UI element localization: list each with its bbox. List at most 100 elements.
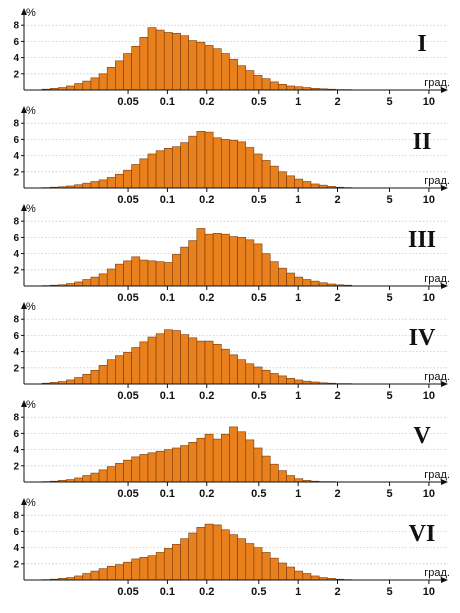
histogram-bar [278, 563, 286, 580]
x-tick-label: 2 [334, 390, 340, 402]
x-tick-label: 0.2 [199, 292, 214, 304]
histogram-bar [303, 280, 311, 286]
histogram-bar [197, 131, 205, 188]
histogram-bar [229, 427, 237, 482]
histogram-bar [91, 78, 99, 90]
histogram-bar [148, 154, 156, 188]
y-axis-unit-label: % [26, 203, 36, 215]
x-tick-label: 1 [295, 96, 301, 108]
x-tick-label: 0.1 [160, 390, 175, 402]
histogram-bar [270, 464, 278, 482]
histogram-bar [181, 36, 189, 90]
histogram-bar [254, 75, 262, 90]
y-tick-label: 6 [13, 331, 19, 342]
x-tick-label: 1 [295, 488, 301, 500]
histogram-bar [189, 338, 197, 384]
histogram-bar [107, 566, 115, 580]
histogram-bar [99, 274, 107, 286]
x-tick-label: 10 [423, 488, 435, 500]
panel-label: V [413, 423, 431, 449]
histogram-bar [311, 281, 319, 286]
x-tick-label: 0.05 [117, 292, 138, 304]
histogram-bar [295, 380, 303, 384]
histogram-bar [75, 282, 83, 286]
x-tick-label: 1 [295, 586, 301, 598]
y-tick-label: 6 [13, 527, 19, 538]
histogram-bar [287, 378, 295, 384]
histogram-bar [189, 41, 197, 90]
histogram-bar [172, 33, 180, 90]
histogram-bar [311, 576, 319, 580]
histogram-bar [172, 544, 180, 580]
histogram-bar [270, 82, 278, 90]
histogram-bar [197, 42, 205, 90]
histogram-bar [189, 442, 197, 482]
histogram-bar [278, 376, 286, 384]
histogram-bar [140, 557, 148, 580]
panel-label: III [408, 227, 436, 253]
x-axis-unit-label: град. [424, 77, 450, 89]
x-tick-label: 5 [386, 586, 392, 598]
histogram-bar [278, 471, 286, 482]
histogram-bar [205, 434, 213, 482]
histogram-bar [270, 166, 278, 188]
histogram-bar [311, 184, 319, 188]
histogram-bar [132, 257, 140, 286]
histogram-bar [107, 467, 115, 482]
histogram-bar [172, 331, 180, 384]
panel-label: II [413, 129, 432, 155]
histogram-bar [262, 552, 270, 580]
histogram-bar [189, 136, 197, 188]
x-axis-unit-label: град. [424, 371, 450, 383]
x-tick-label: 2 [334, 96, 340, 108]
histogram-bar [189, 533, 197, 580]
histogram-bar [124, 54, 132, 90]
x-tick-label: 0.05 [117, 194, 138, 206]
histogram-bar [262, 370, 270, 384]
histogram-bar [205, 524, 213, 580]
histogram-bar [221, 139, 229, 188]
histogram-bar [270, 262, 278, 286]
x-tick-label: 0.5 [251, 96, 266, 108]
histogram-bar [140, 37, 148, 90]
histogram-bar [99, 74, 107, 90]
histogram-bar [107, 177, 115, 188]
histogram-bar [270, 558, 278, 580]
x-tick-label: 5 [386, 488, 392, 500]
histogram-bar [205, 45, 213, 90]
histogram-bar [278, 172, 286, 188]
y-tick-label: 8 [13, 21, 19, 32]
histogram-bar [148, 556, 156, 580]
histogram-bar [156, 262, 164, 286]
x-tick-label: 5 [386, 194, 392, 206]
histogram-bar [172, 147, 180, 188]
histogram-bar [254, 548, 262, 580]
histogram-bar [156, 552, 164, 580]
histogram-bar [221, 349, 229, 384]
histogram-bar [229, 59, 237, 90]
histogram-bar [164, 32, 172, 90]
histogram-bar [287, 86, 295, 90]
histogram-bar [75, 84, 83, 90]
histogram-bar [132, 165, 140, 188]
histogram-bar [91, 473, 99, 482]
histogram-bar [99, 470, 107, 482]
y-tick-label: 6 [13, 233, 19, 244]
x-tick-label: 2 [334, 586, 340, 598]
panel-label: VI [409, 521, 436, 547]
x-tick-label: 0.1 [160, 488, 175, 500]
histogram-bar [156, 151, 164, 188]
histogram-bar [156, 334, 164, 384]
histogram-bar [181, 335, 189, 384]
x-axis-unit-label: град. [424, 469, 450, 481]
histogram-bar [287, 176, 295, 188]
y-tick-label: 6 [13, 135, 19, 146]
histogram-bar [246, 544, 254, 580]
histogram-bar [262, 456, 270, 482]
y-tick-label: 2 [13, 69, 19, 80]
